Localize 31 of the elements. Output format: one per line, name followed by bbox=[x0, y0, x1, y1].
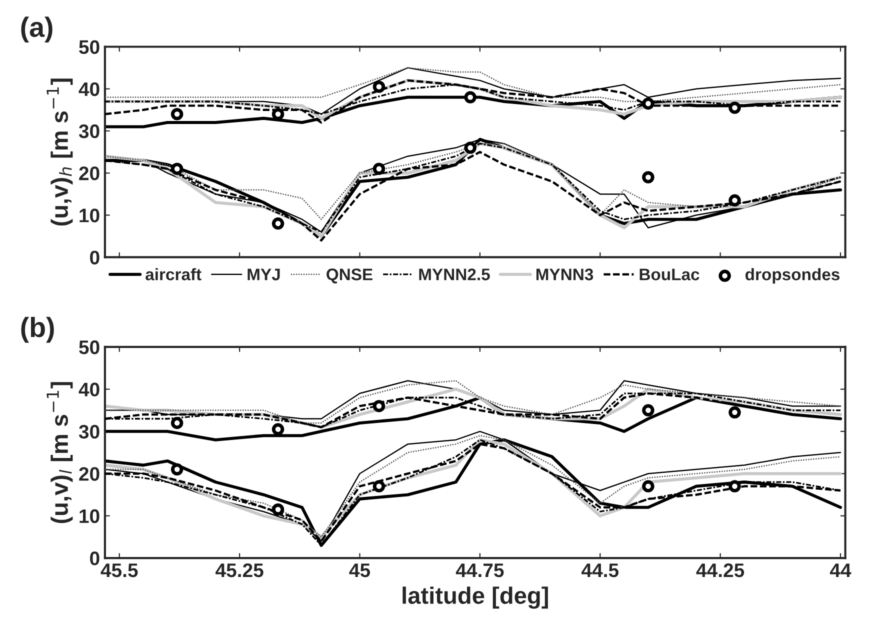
y-tick-label: 20 bbox=[79, 166, 100, 180]
legend-label: QNSE bbox=[326, 268, 372, 284]
y-tick-label: 30 bbox=[78, 124, 100, 138]
x-tick-label: 44 bbox=[830, 564, 852, 578]
chart-title: (a) bbox=[21, 16, 52, 43]
y-tick-label: 40 bbox=[78, 382, 100, 396]
x-axis-title: latitude [deg] bbox=[402, 586, 548, 609]
y-tick-label: 0 bbox=[90, 552, 100, 566]
x-tick-label: 45 bbox=[349, 564, 370, 578]
y-tick-label: 10 bbox=[80, 208, 100, 222]
y-axis-title: (u,v)$_{h}$ [m s$^{−1}$] bbox=[46, 78, 73, 226]
y-tick-label: 20 bbox=[79, 467, 100, 481]
x-tick-label: 45.25 bbox=[216, 563, 264, 578]
legend-label: MYNN2.5 bbox=[419, 268, 490, 280]
x-tick-label: 44.5 bbox=[582, 564, 619, 578]
legend-label: aircraft bbox=[146, 268, 202, 280]
x-tick-label: 44.75 bbox=[456, 564, 504, 578]
legend-label: BouLac bbox=[640, 268, 700, 280]
legend-label: dropsondes bbox=[745, 268, 840, 284]
y-axis-title: (u,v)$_{l}$ [m s$^{−1}$] bbox=[46, 382, 73, 524]
legend-label: MYNN3 bbox=[536, 268, 594, 280]
y-tick-label: 40 bbox=[78, 82, 100, 96]
x-tick-label: 45.5 bbox=[100, 564, 138, 578]
x-tick-label: 44.25 bbox=[696, 563, 744, 578]
y-tick-label: 50 bbox=[79, 340, 100, 354]
y-tick-label: 30 bbox=[78, 424, 100, 439]
chart-title: (b) bbox=[21, 316, 54, 343]
y-tick-label: 10 bbox=[80, 509, 100, 524]
y-tick-label: 0 bbox=[90, 250, 100, 264]
y-tick-label: 50 bbox=[79, 40, 100, 54]
legend-label: MYJ bbox=[248, 268, 280, 280]
